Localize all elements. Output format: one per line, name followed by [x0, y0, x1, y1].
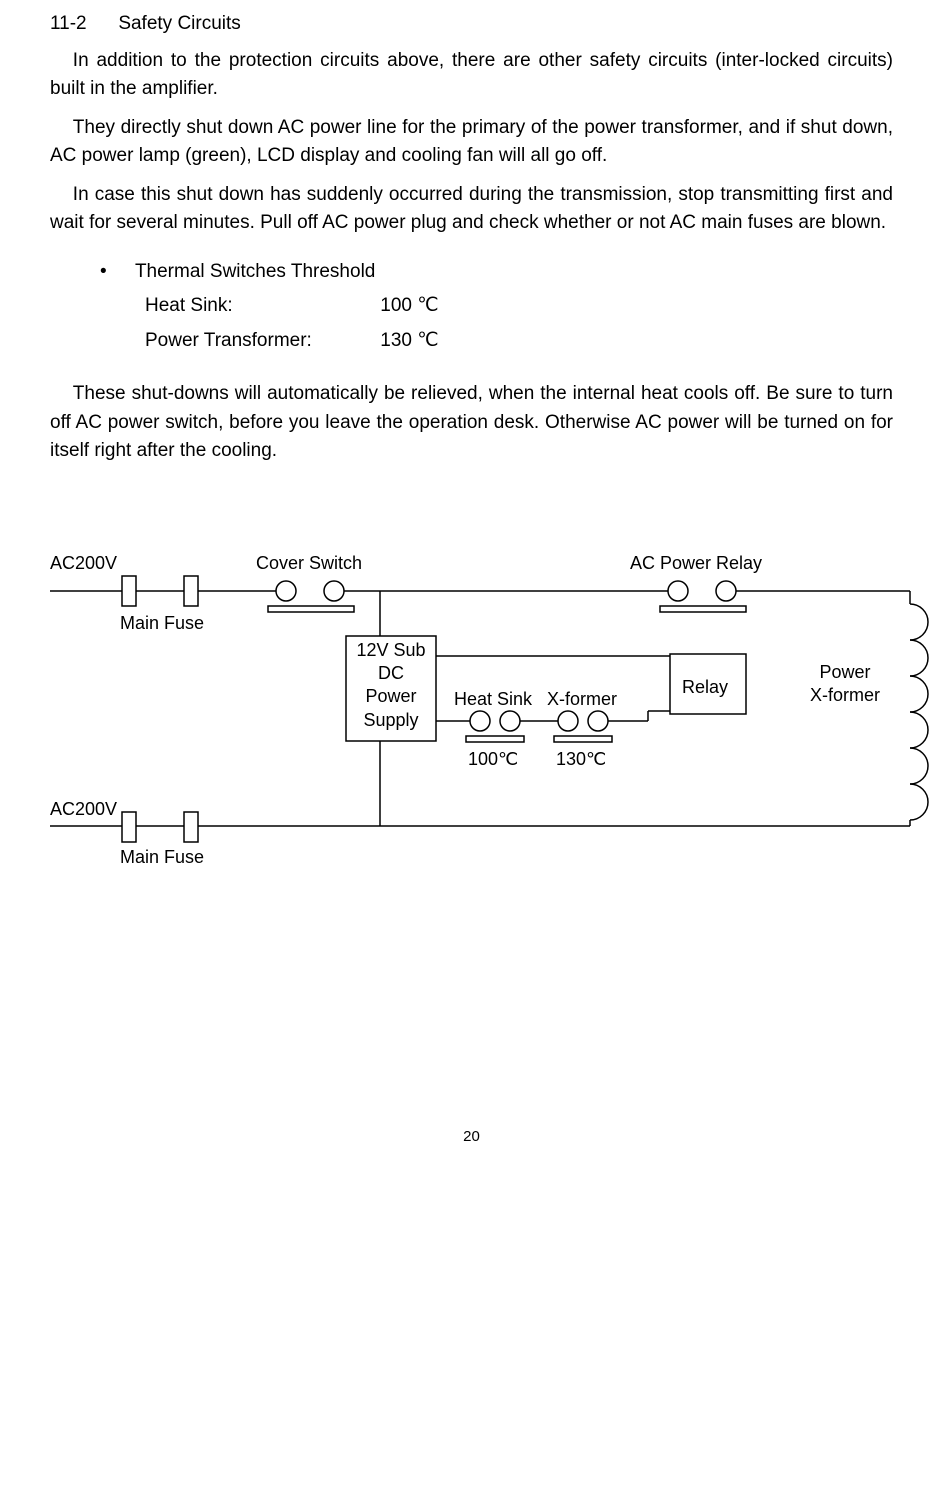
- threshold-row: Heat Sink: 100 ℃: [145, 292, 893, 321]
- label-x-former: X-former: [547, 686, 617, 713]
- threshold-label: Power Transformer:: [145, 327, 375, 356]
- paragraph-2: They directly shut down AC power line fo…: [50, 114, 893, 171]
- label-relay: Relay: [682, 674, 728, 701]
- paragraph-4: These shut-downs will automatically be r…: [50, 380, 893, 466]
- label-main-fuse-bottom: Main Fuse: [120, 844, 204, 871]
- paragraph-1: In addition to the protection circuits a…: [50, 47, 893, 104]
- section-number: 11-2: [50, 13, 87, 34]
- label-ac200v-bottom: AC200V: [50, 796, 117, 823]
- section-heading: Safety Circuits: [118, 13, 240, 34]
- paragraph-3: In case this shut down has suddenly occu…: [50, 181, 893, 238]
- label-ac200v-top: AC200V: [50, 550, 117, 577]
- label-temp-100: 100℃: [468, 746, 518, 773]
- label-ac-power-relay: AC Power Relay: [630, 550, 762, 577]
- threshold-label: Heat Sink:: [145, 292, 375, 321]
- section-title: 11-2 Safety Circuits: [50, 10, 893, 39]
- label-cover-switch: Cover Switch: [256, 550, 362, 577]
- bullet-marker: •: [100, 258, 130, 287]
- label-heat-sink: Heat Sink: [454, 686, 532, 713]
- label-temp-130: 130℃: [556, 746, 606, 773]
- label-power-xformer: Power X-former: [790, 661, 900, 708]
- label-main-fuse-top: Main Fuse: [120, 610, 204, 637]
- page-number: 20: [50, 1126, 893, 1149]
- bullet-item: • Thermal Switches Threshold: [100, 258, 893, 287]
- safety-circuit-diagram: AC200V Main Fuse Cover Switch AC Power R…: [50, 546, 930, 926]
- threshold-row: Power Transformer: 130 ℃: [145, 327, 893, 356]
- label-sub-dc: 12V Sub DC Power Supply: [350, 639, 432, 733]
- threshold-value: 100 ℃: [380, 295, 438, 316]
- bullet-title: Thermal Switches Threshold: [135, 261, 375, 282]
- threshold-value: 130 ℃: [380, 330, 438, 351]
